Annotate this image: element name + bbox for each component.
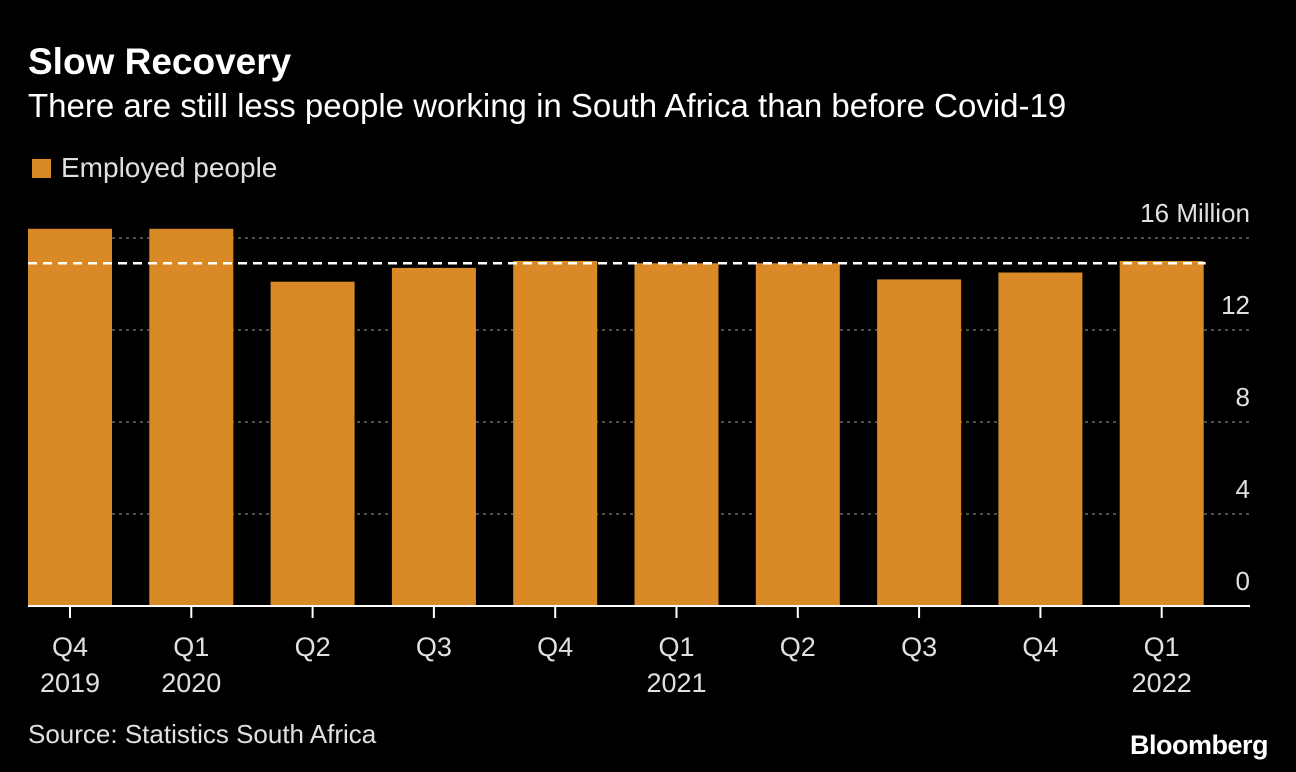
legend-label: Employed people [61, 152, 278, 183]
x-tick-label: Q1 [1144, 632, 1180, 662]
y-tick-label: 0 [1236, 566, 1250, 596]
y-tick-label: 8 [1236, 382, 1250, 412]
y-tick-label: 12 [1221, 290, 1250, 320]
x-tick-label: Q4 [52, 632, 88, 662]
bar [28, 228, 112, 607]
bar [998, 272, 1083, 606]
bar [513, 261, 598, 606]
legend: Employed people [32, 152, 277, 184]
x-tick-label: Q4 [537, 632, 573, 662]
x-tick-label: Q1 [658, 632, 694, 662]
chart-title: Slow Recovery [28, 41, 292, 82]
bar [270, 281, 355, 606]
y-tick-label: 4 [1236, 474, 1250, 504]
x-year-label: 2019 [40, 668, 100, 698]
bar [149, 228, 234, 607]
bar [634, 263, 719, 606]
x-tick-label: Q3 [901, 632, 937, 662]
x-year-label: 2021 [646, 668, 706, 698]
bar [877, 279, 962, 606]
x-year-label: 2022 [1132, 668, 1192, 698]
x-tick-label: Q2 [780, 632, 816, 662]
legend-swatch [32, 158, 51, 178]
x-year-label: 2020 [161, 668, 221, 698]
x-tick-label: Q3 [416, 632, 452, 662]
bar [391, 267, 476, 606]
x-tick-label: Q2 [295, 632, 331, 662]
bloomberg-logo: Bloomberg [1129, 730, 1269, 760]
chart-subtitle: There are still less people working in S… [28, 87, 1067, 124]
x-tick-label: Q1 [173, 632, 209, 662]
y-tick-label: 16 Million [1140, 198, 1250, 228]
bar [1119, 261, 1204, 606]
x-tick-label: Q4 [1022, 632, 1058, 662]
source-note: Source: Statistics South Africa [28, 719, 377, 749]
bar [755, 263, 840, 606]
